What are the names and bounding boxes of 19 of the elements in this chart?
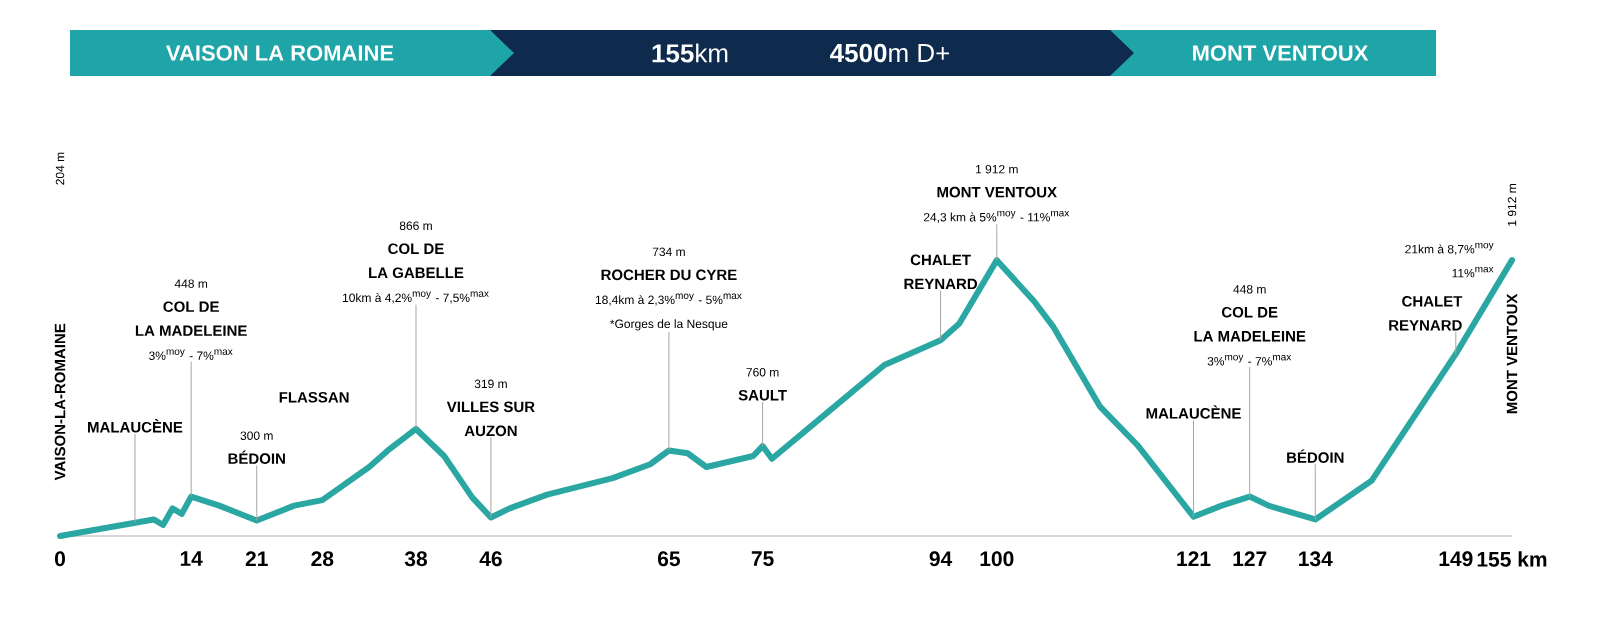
x-tick-label: 0 xyxy=(54,551,65,567)
x-tick-label: 38 xyxy=(404,551,427,567)
x-tick-label: 14 xyxy=(180,551,203,566)
x-tick-label: 100 xyxy=(980,551,1014,567)
text: MONT VENTOUX xyxy=(1193,45,1369,61)
x-tick-label: 46 xyxy=(479,551,502,567)
text: VAISON LA ROMAINE xyxy=(166,45,394,61)
x-tick-label: 21 xyxy=(245,551,268,566)
x-tick-label: 65 xyxy=(657,551,680,567)
x-tick-label: 149 xyxy=(1439,551,1473,567)
x-tick-label: 155 km xyxy=(1477,551,1547,567)
x-tick-label: 94 xyxy=(929,551,953,567)
chart-title: 155km xyxy=(652,43,728,63)
x-tick-label: 75 xyxy=(751,551,774,566)
x-tick-label: 127 xyxy=(1233,551,1267,566)
chart-subtitle: 4500m D+ xyxy=(830,43,950,63)
x-tick-label: 121 xyxy=(1177,551,1211,566)
x-tick-label: 28 xyxy=(311,551,334,567)
x-tick-label: 134 xyxy=(1299,551,1333,567)
